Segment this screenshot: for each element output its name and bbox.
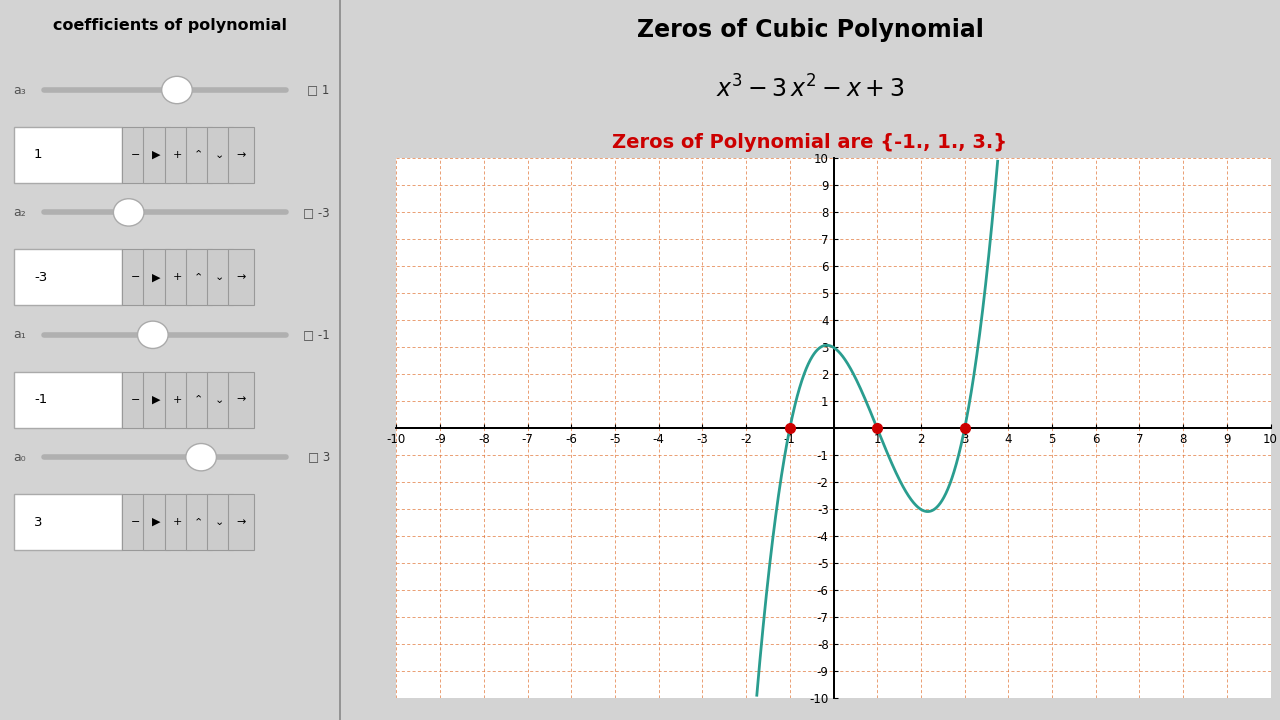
FancyBboxPatch shape [143,494,170,550]
FancyBboxPatch shape [165,249,191,305]
FancyBboxPatch shape [14,494,123,550]
FancyBboxPatch shape [186,127,211,183]
Text: 3: 3 [35,516,42,528]
Text: ⌄: ⌄ [215,272,224,282]
Text: ▶: ▶ [152,395,161,405]
Ellipse shape [137,321,168,348]
FancyBboxPatch shape [165,372,191,428]
Text: □ -3: □ -3 [303,206,330,219]
Text: Zeros of Polynomial are {-1., 1., 3.}: Zeros of Polynomial are {-1., 1., 3.} [612,133,1007,152]
Text: ⌃: ⌃ [195,517,204,527]
Text: coefficients of polynomial: coefficients of polynomial [52,18,287,33]
Text: +: + [173,395,182,405]
FancyBboxPatch shape [207,249,233,305]
FancyBboxPatch shape [228,127,253,183]
Text: ⌃: ⌃ [195,272,204,282]
Text: ⌄: ⌄ [215,150,224,160]
Text: □ 3: □ 3 [307,451,330,464]
Text: ▶: ▶ [152,150,161,160]
Text: □ 1: □ 1 [307,84,330,96]
Text: −: − [131,517,141,527]
Text: ▶: ▶ [152,517,161,527]
Text: →: → [237,395,246,405]
Text: -1: -1 [35,393,47,406]
Text: ⌄: ⌄ [215,395,224,405]
FancyBboxPatch shape [123,494,148,550]
FancyBboxPatch shape [123,127,148,183]
Text: $x^3-3\,x^2-x+3$: $x^3-3\,x^2-x+3$ [716,76,904,103]
Text: 1: 1 [35,148,42,161]
Text: −: − [131,150,141,160]
FancyBboxPatch shape [14,249,123,305]
Text: □ -1: □ -1 [303,328,330,341]
Text: ⌃: ⌃ [195,150,204,160]
Text: →: → [237,150,246,160]
Ellipse shape [186,444,216,471]
Ellipse shape [114,199,143,226]
FancyBboxPatch shape [123,372,148,428]
FancyBboxPatch shape [186,249,211,305]
FancyBboxPatch shape [165,494,191,550]
FancyBboxPatch shape [186,372,211,428]
Text: a₃: a₃ [14,84,27,96]
Text: a₀: a₀ [14,451,26,464]
Text: ⌄: ⌄ [215,517,224,527]
Text: a₂: a₂ [14,206,27,219]
FancyBboxPatch shape [207,494,233,550]
Text: ⌃: ⌃ [195,395,204,405]
FancyBboxPatch shape [143,372,170,428]
Text: +: + [173,517,182,527]
Text: a₁: a₁ [14,328,27,341]
Text: +: + [173,272,182,282]
FancyBboxPatch shape [143,127,170,183]
Text: ▶: ▶ [152,272,161,282]
FancyBboxPatch shape [123,249,148,305]
FancyBboxPatch shape [143,249,170,305]
FancyBboxPatch shape [14,372,123,428]
Text: +: + [173,150,182,160]
FancyBboxPatch shape [228,494,253,550]
FancyBboxPatch shape [186,494,211,550]
Ellipse shape [161,76,192,104]
FancyBboxPatch shape [228,372,253,428]
FancyBboxPatch shape [207,372,233,428]
FancyBboxPatch shape [207,127,233,183]
Text: Zeros of Cubic Polynomial: Zeros of Cubic Polynomial [636,18,983,42]
Text: -3: -3 [35,271,47,284]
Text: −: − [131,395,141,405]
FancyBboxPatch shape [228,249,253,305]
Text: →: → [237,272,246,282]
Text: →: → [237,517,246,527]
FancyBboxPatch shape [165,127,191,183]
FancyBboxPatch shape [14,127,123,183]
Text: −: − [131,272,141,282]
